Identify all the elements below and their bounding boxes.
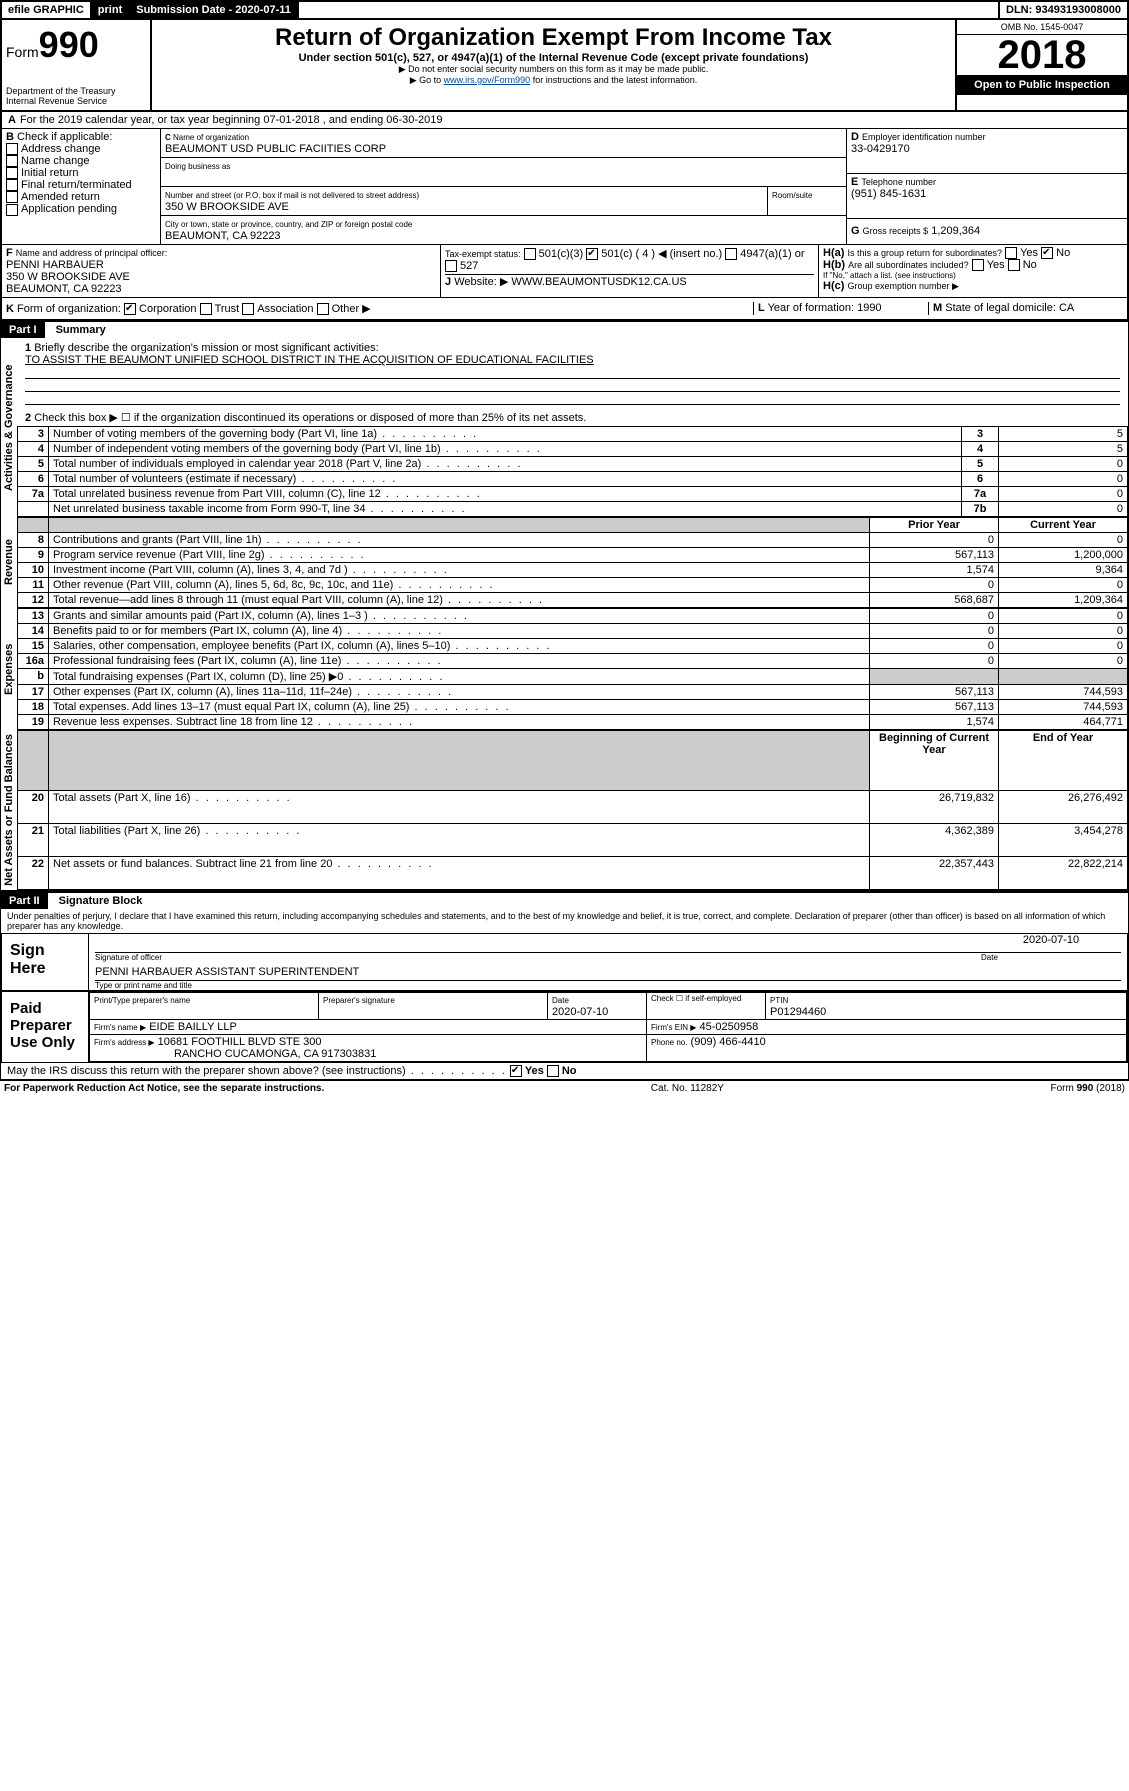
k-corp[interactable] [124,303,136,315]
section-c: C Name of organization BEAUMONT USD PUBL… [161,129,846,244]
year-formation: 1990 [857,302,881,314]
sign-here-block: Sign Here 2020-07-10 Signature of office… [1,933,1128,991]
check-501c[interactable] [586,248,598,260]
open-public-badge: Open to Public Inspection [957,75,1127,95]
ha-yes[interactable] [1005,247,1017,259]
form-subtitle: Under section 501(c), 527, or 4947(a)(1)… [156,52,951,64]
submission-date: Submission Date - 2020-07-11 [130,2,299,18]
check-final-return[interactable] [6,179,18,191]
vlabel-expenses: Expenses [1,608,17,730]
dln-label: DLN: 93493193008000 [998,2,1127,18]
k-assoc[interactable] [242,303,254,315]
org-name: BEAUMONT USD PUBLIC FACIITIES CORP [165,143,386,155]
discuss-question: May the IRS discuss this return with the… [1,1063,1128,1079]
telephone: (951) 845-1631 [851,188,926,200]
check-application-pending[interactable] [6,204,18,216]
hb-no[interactable] [1008,259,1020,271]
firm-name: EIDE BAILLY LLP [149,1021,237,1033]
form-title: Return of Organization Exempt From Incom… [156,24,951,52]
form-footer-label: Form 990 (2018) [1051,1083,1126,1094]
paid-preparer-block: Paid Preparer Use Only Print/Type prepar… [1,991,1128,1063]
part-ii: Part II Signature Block Under penalties … [0,891,1129,1080]
state-domicile: CA [1059,302,1074,314]
website: WWW.BEAUMONTUSDK12.CA.US [511,276,686,288]
vlabel-governance: Activities & Governance [1,338,17,517]
section-deg: D Employer identification number 33-0429… [846,129,1127,244]
ein: 33-0429170 [851,143,910,155]
efile-label: efile GRAPHIC [2,2,92,18]
gross-receipts: 1,209,364 [931,225,980,237]
netassets-table: Beginning of Current YearEnd of Year20To… [17,730,1128,890]
ha-no[interactable] [1041,247,1053,259]
form-header: Form990 Department of the Treasury Inter… [0,20,1129,112]
mission-text: TO ASSIST THE BEAUMONT UNIFIED SCHOOL DI… [25,354,594,366]
identity-block: B Check if applicable: Address change Na… [0,129,1129,245]
section-b: B Check if applicable: Address change Na… [2,129,161,244]
discuss-no[interactable] [547,1065,559,1077]
check-4947[interactable] [725,248,737,260]
tax-year: 2018 [957,35,1127,75]
vlabel-revenue: Revenue [1,517,17,608]
form990-link[interactable]: www.irs.gov/Form990 [444,75,531,85]
sig-date: 2020-07-10 [981,934,1121,952]
officer-name: PENNI HARBAUER [6,259,104,271]
vlabel-netassets: Net Assets or Fund Balances [1,730,17,890]
section-fh: F Name and address of principal officer:… [0,245,1129,298]
org-city: BEAUMONT, CA 92223 [165,230,281,242]
check-address-change[interactable] [6,143,18,155]
check-initial-return[interactable] [6,167,18,179]
check-amended[interactable] [6,191,18,203]
line-a: AFor the 2019 calendar year, or tax year… [0,112,1129,129]
discuss-yes[interactable] [510,1065,522,1077]
k-trust[interactable] [200,303,212,315]
form-number: Form990 [6,24,146,66]
top-bar: efile GRAPHIC print Submission Date - 20… [0,0,1129,20]
dept-label: Department of the Treasury Internal Reve… [6,86,146,106]
k-other[interactable] [317,303,329,315]
org-address: 350 W BROOKSIDE AVE [165,201,289,213]
officer-print-name: PENNI HARBAUER ASSISTANT SUPERINTENDENT [95,962,359,980]
print-button[interactable]: print [92,2,130,18]
governance-table: 3Number of voting members of the governi… [17,426,1128,517]
expenses-table: 13Grants and similar amounts paid (Part … [17,608,1128,730]
section-klm: K Form of organization: Corporation Trus… [0,298,1129,320]
firm-ein: 45-0250958 [700,1021,759,1033]
note-goto: Go to www.irs.gov/Form990 for instructio… [156,75,951,86]
ptin: P01294460 [770,1006,826,1018]
note-ssn: Do not enter social security numbers on … [156,64,951,75]
perjury-declaration: Under penalties of perjury, I declare th… [1,909,1128,933]
part-i: Part I Summary Activities & Governance 1… [0,320,1129,891]
revenue-table: Prior YearCurrent Year8Contributions and… [17,517,1128,608]
page-footer: For Paperwork Reduction Act Notice, see … [0,1080,1129,1096]
check-527[interactable] [445,260,457,272]
firm-phone: (909) 466-4410 [691,1036,766,1048]
check-501c3[interactable] [524,248,536,260]
hb-yes[interactable] [972,259,984,271]
check-name-change[interactable] [6,155,18,167]
